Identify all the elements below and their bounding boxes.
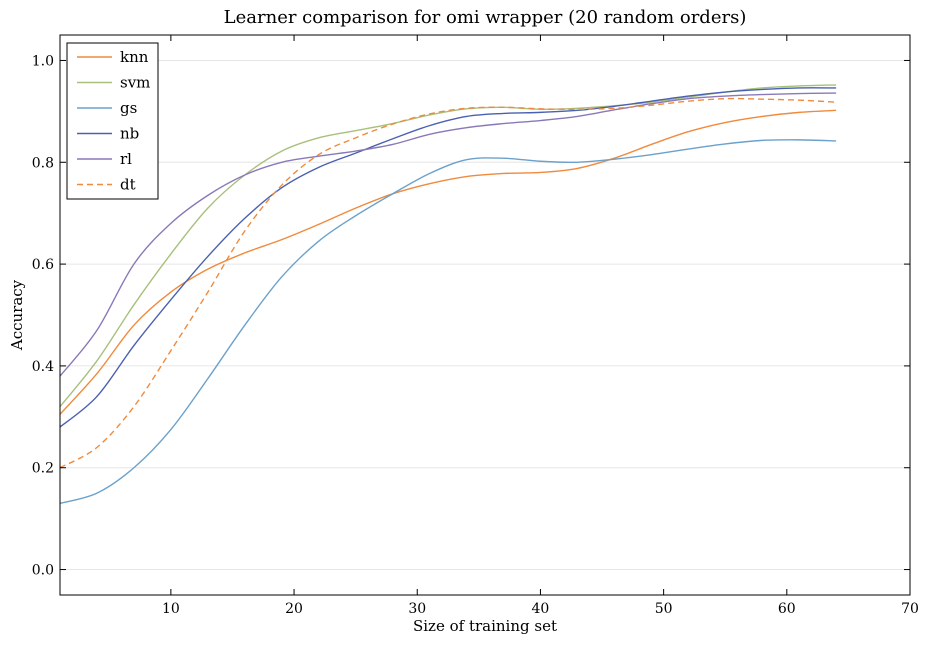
legend-label-dt: dt [120,176,136,194]
series-lines [59,84,837,505]
series-line-knn [59,109,837,415]
x-tick-label: 50 [655,601,673,617]
x-axis-label: Size of training set [413,617,557,635]
series-line-rl [59,92,837,377]
x-tick-label: 40 [532,601,550,617]
x-tick-label: 70 [901,601,919,617]
x-tick-label: 10 [162,601,180,617]
y-tick-label: 1.0 [32,53,54,69]
legend-label-gs: gs [120,99,137,117]
legend-label-knn: knn [120,48,149,66]
series-line-nb [59,87,837,428]
x-tick-label: 30 [408,601,426,617]
axes [59,34,911,596]
y-tick-label: 0.4 [32,359,54,375]
tick-labels: 10 20 30 40 50 60 70 0.0 0.2 0.4 0.6 0.8 1.0 [32,53,919,617]
legend-label-svm: svm [120,74,150,92]
y-axis-label: Accuracy [8,279,26,351]
y-tick-label: 0.2 [32,461,54,477]
y-tick-label: 0.8 [32,155,54,171]
x-tick-label: 60 [778,601,796,617]
legend-label-rl: rl [120,150,132,168]
y-tick-label: 0.0 [32,563,54,579]
series-line-dt [59,97,837,469]
y-tick-label: 0.6 [32,257,54,273]
grid-lines [60,59,910,571]
series-line-gs [59,139,837,505]
x-tick-label: 20 [285,601,303,617]
series-line-svm [59,84,837,408]
legend-label-nb: nb [120,125,139,143]
chart-title: Learner comparison for omi wrapper (20 r… [224,7,747,28]
legend-box [66,42,159,200]
plot-frame [59,34,911,596]
legend: knn svm gs nb rl dt [66,42,159,200]
